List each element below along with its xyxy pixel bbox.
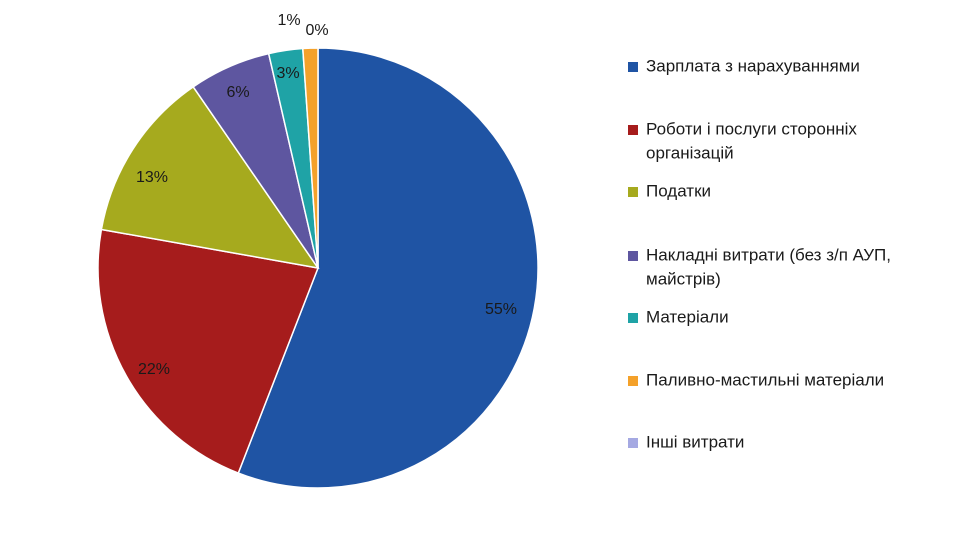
pie-slice-3 [100, 85, 320, 270]
pie-data-label-1: 55% [485, 301, 517, 318]
pie-data-label-2: 22% [138, 361, 170, 378]
legend-swatch-3 [628, 187, 638, 197]
legend-item-6: Паливно-мастильні матеріали [628, 370, 884, 389]
pie-data-label-6: 1% [277, 12, 300, 29]
legend-label-3-line-1: Податки [646, 181, 711, 200]
legend-label-5-line-1: Матеріали [646, 307, 729, 326]
legend-swatch-4 [628, 251, 638, 261]
pie-slice-1 [237, 47, 539, 489]
legend: Зарплата з нарахуваннями Роботи і послуги… [628, 56, 891, 451]
legend-swatch-1 [628, 62, 638, 72]
legend-label-6-line-1: Паливно-мастильні матеріали [646, 370, 884, 389]
legend-item-3: Податки [628, 181, 711, 200]
legend-label-2-line-2: організацій [646, 143, 734, 162]
pie-data-label-4: 6% [226, 84, 249, 101]
legend-label-4-line-2: майстрів) [646, 269, 721, 288]
pie-data-label-3: 13% [136, 169, 168, 186]
pie-slice-2 [97, 228, 320, 475]
legend-swatch-7 [628, 438, 638, 448]
legend-swatch-5 [628, 313, 638, 323]
legend-item-5: Матеріали [628, 307, 729, 326]
pie-slice-6 [302, 47, 319, 269]
legend-item-1: Зарплата з нарахуваннями [628, 56, 860, 75]
legend-item-4: Накладні витрати (без з/п АУП, майстрів) [628, 245, 891, 288]
legend-item-2: Роботи і послуги сторонніх організацій [628, 119, 857, 162]
pie-data-labels: 55% 22% 13% 6% 3% 1% 0% [136, 12, 517, 378]
legend-label-1-line-1: Зарплата з нарахуваннями [646, 56, 860, 75]
legend-item-7: Інші витрати [628, 432, 744, 451]
legend-label-4-line-1: Накладні витрати (без з/п АУП, [646, 245, 891, 264]
legend-label-2-line-1: Роботи і послуги сторонніх [646, 119, 857, 138]
pie-slices [97, 47, 539, 489]
legend-label-7-line-1: Інші витрати [646, 432, 744, 451]
pie-data-label-7: 0% [305, 22, 328, 39]
pie-data-label-5: 3% [276, 65, 299, 82]
legend-swatch-6 [628, 376, 638, 386]
legend-swatch-2 [628, 125, 638, 135]
